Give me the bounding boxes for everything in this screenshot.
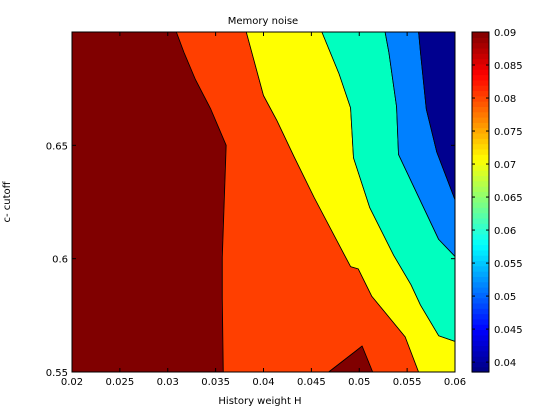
- x-tick-label: 0.045: [297, 377, 326, 388]
- x-tick-label: 0.03: [157, 377, 179, 388]
- colorbar-swatch: [472, 340, 489, 347]
- colorbar-tick-label: 0.09: [494, 28, 516, 39]
- colorbar-swatch: [472, 127, 489, 134]
- colorbar-swatch: [472, 170, 489, 177]
- colorbar-swatch: [472, 207, 489, 214]
- x-tick-label: 0.035: [201, 377, 230, 388]
- y-axis: 0.55 0.6 0.65: [46, 141, 455, 379]
- colorbar-swatch: [472, 32, 489, 38]
- colorbar-swatch: [472, 244, 489, 251]
- plot-area: [71, 31, 456, 373]
- colorbar-swatch: [472, 175, 489, 182]
- colorbar-swatch: [472, 324, 489, 331]
- x-tick-label: 0.06: [444, 377, 466, 388]
- colorbar-tick-label: 0.055: [494, 259, 523, 270]
- x-axis-label: History weight H: [218, 396, 301, 407]
- colorbar-swatch: [472, 47, 489, 54]
- x-tick-label: 0.055: [393, 377, 422, 388]
- colorbar-swatch: [472, 228, 489, 235]
- colorbar-swatch: [472, 58, 489, 65]
- colorbar-swatch: [472, 366, 489, 373]
- colorbar-swatch: [472, 180, 489, 187]
- colorbar-swatch: [472, 154, 489, 161]
- colorbar-swatch: [472, 132, 489, 139]
- colorbar-swatch: [472, 117, 489, 123]
- colorbar-swatch: [472, 361, 489, 368]
- colorbar: 0.09 0.085 0.08 0.075 0.07 0.065 0.06 0.055 0.05…: [471, 28, 523, 373]
- colorbar-swatch: [472, 356, 489, 362]
- colorbar-swatch: [472, 271, 489, 277]
- colorbar-swatch: [472, 281, 489, 288]
- colorbar-swatch: [472, 217, 489, 224]
- x-tick-label: 0.025: [106, 377, 135, 388]
- colorbar-tick-label: 0.065: [494, 193, 523, 204]
- colorbar-swatch: [472, 265, 489, 272]
- colorbar-swatch: [472, 111, 489, 118]
- colorbar-swatch: [472, 313, 489, 320]
- colorbar-swatch: [472, 249, 489, 256]
- y-tick-label: 0.6: [52, 255, 68, 266]
- colorbar-swatch: [472, 334, 489, 341]
- colorbar-tick-label: 0.07: [494, 160, 516, 171]
- colorbar-swatch: [472, 308, 489, 315]
- colorbar-swatch: [472, 79, 489, 86]
- colorbar-swatch: [472, 95, 489, 102]
- y-tick-label: 0.55: [46, 368, 68, 379]
- colorbar-swatch: [472, 212, 489, 219]
- colorbar-swatch: [472, 318, 489, 325]
- colorbar-frame: [471, 31, 490, 373]
- colorbar-swatch: [472, 223, 489, 230]
- colorbar-swatch: [472, 101, 489, 107]
- colorbar-swatch: [472, 148, 489, 155]
- colorbar-tick-label: 0.08: [494, 94, 516, 105]
- y-axis-label: c- cutoff: [2, 180, 13, 222]
- colorbar-swatch: [472, 186, 489, 192]
- colorbar-swatch: [472, 74, 489, 81]
- colorbar-swatch: [472, 143, 489, 150]
- colorbar-swatch: [472, 345, 489, 352]
- colorbar-tick-label: 0.05: [494, 292, 516, 303]
- x-tick-label: 0.02: [61, 377, 83, 388]
- colorbar-swatch: [472, 122, 489, 129]
- colorbar-swatch: [472, 302, 489, 309]
- y-tick-label: 0.65: [46, 141, 68, 152]
- x-axis: 0.02 0.025 0.03 0.035 0.04 0.045 0.05 0.055 0.06: [61, 32, 466, 388]
- colorbar-swatch: [472, 37, 489, 44]
- colorbar-swatch: [472, 276, 489, 283]
- colorbar-swatch: [472, 260, 489, 267]
- colorbar-swatch: [472, 53, 489, 60]
- colorbar-tick-label: 0.045: [494, 325, 523, 336]
- colorbar-swatch: [472, 106, 489, 113]
- colorbar-swatch: [472, 159, 489, 166]
- colorbar-swatch: [472, 164, 489, 171]
- colorbar-swatch: [472, 90, 489, 97]
- colorbar-swatch: [472, 202, 489, 208]
- colorbar-swatch: [472, 191, 489, 198]
- x-tick-label: 0.05: [348, 377, 370, 388]
- colorbar-swatch: [472, 138, 489, 145]
- colorbar-swatch: [472, 292, 489, 299]
- colorbar-tick-label: 0.085: [494, 61, 523, 72]
- colorbar-tick-label: 0.04: [494, 358, 516, 369]
- colorbar-swatch: [472, 196, 489, 203]
- colorbar-swatch: [472, 350, 489, 357]
- colorbar-swatch: [472, 42, 489, 49]
- colorbar-swatch: [472, 69, 489, 76]
- colorbar-swatch: [472, 297, 489, 304]
- colorbar-swatch: [472, 233, 489, 240]
- colorbar-swatch: [472, 255, 489, 262]
- x-tick-label: 0.04: [252, 377, 274, 388]
- colorbar-swatch: [472, 63, 489, 70]
- colorbar-swatch: [472, 287, 489, 293]
- colorbar-swatch: [472, 85, 489, 92]
- colorbar-tick-label: 0.075: [494, 127, 523, 138]
- colorbar-swatch: [472, 239, 489, 246]
- colorbar-swatch: [472, 329, 489, 336]
- colorbar-tick-label: 0.06: [494, 226, 516, 237]
- chart-title: Memory noise: [228, 16, 298, 27]
